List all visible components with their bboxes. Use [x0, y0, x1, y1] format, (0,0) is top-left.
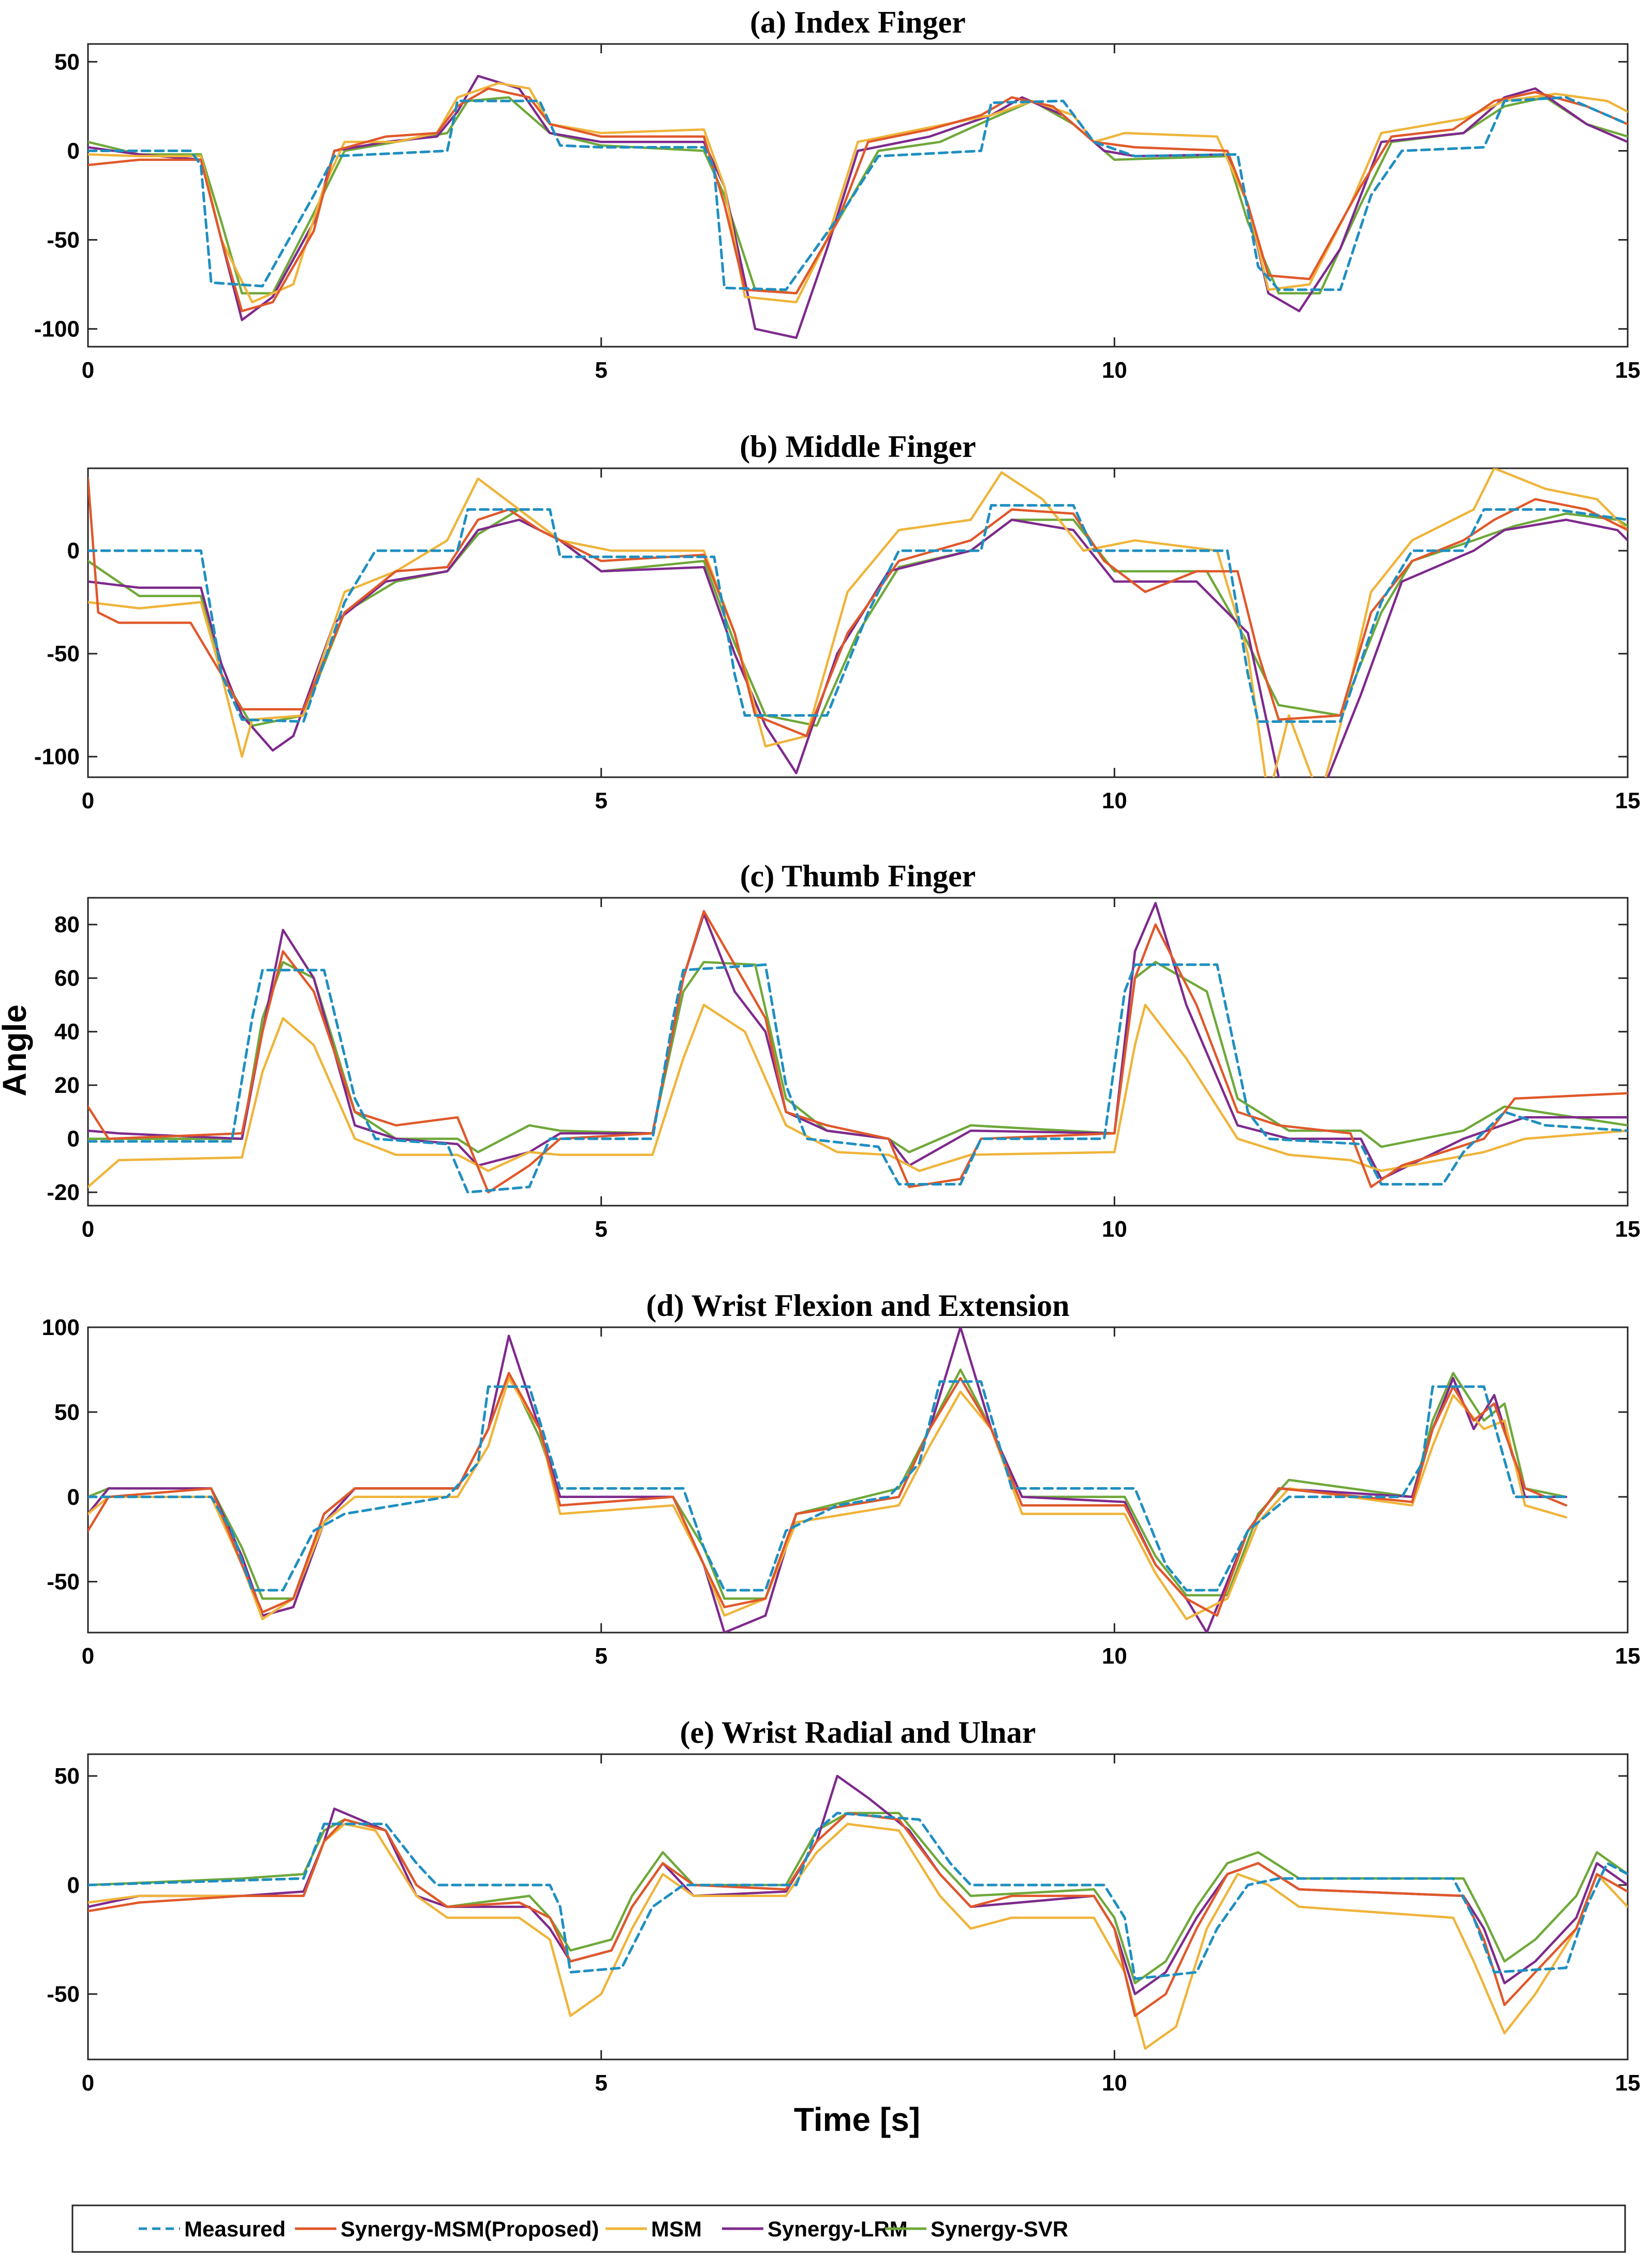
y-tick-label: -100 [34, 317, 80, 342]
legend-label: MSM [651, 2217, 702, 2241]
panel-2: (b) Middle Finger 0 5 10 15 -100 -50 0 [34, 429, 1641, 813]
x-tick-label: 15 [1615, 1643, 1641, 1669]
legend-label: Synergy-MSM(Proposed) [341, 2217, 599, 2241]
legend: Measured Synergy-MSM(Proposed) MSM Synergy-… [71, 2204, 1626, 2253]
y-tick-label: -50 [47, 228, 80, 253]
y-tick-label: 0 [67, 538, 80, 564]
y-tick-label: -50 [47, 641, 80, 666]
series-line-msm [88, 1377, 1568, 1621]
x-tick-label: 5 [595, 358, 607, 383]
y-tick-label: 100 [42, 1315, 80, 1340]
axes-box [87, 467, 1629, 778]
x-tick-label: 10 [1102, 2070, 1127, 2096]
y-tick-label: 50 [54, 1763, 80, 1789]
x-tick-label: 0 [82, 788, 94, 813]
panel-title: (a) Index Finger [750, 5, 966, 39]
panel-4: (d) Wrist Flexion and Extension 0 5 10 15 -50… [42, 1288, 1641, 1669]
x-axis-label: Time [s] [794, 2101, 920, 2138]
y-tick-label: 50 [54, 49, 80, 75]
y-tick-label: 0 [67, 1126, 80, 1152]
series-line-synergy-svr [88, 96, 1628, 295]
y-tick-label: 80 [54, 912, 80, 938]
series-line-synergy-msm-proposed [88, 477, 1628, 737]
series-line-synergy-lrm [88, 518, 1628, 777]
series-line-synergy-msm-proposed [88, 87, 1628, 313]
panel-1: (a) Index Finger 0 5 10 15 -100 -50 0 50 [34, 5, 1641, 383]
legend-label: Measured [184, 2217, 286, 2241]
y-tick-label: 0 [67, 1485, 80, 1510]
panel-title: (d) Wrist Flexion and Extension [646, 1288, 1070, 1323]
panel-5: (e) Wrist Radial and Ulnar 0 5 10 15 -50 0 50 [47, 1715, 1640, 2096]
x-tick-label: 10 [1102, 1217, 1127, 1242]
x-tick-label: 5 [595, 788, 607, 813]
y-axis-label: Angle [0, 1004, 33, 1096]
x-tick-label: 0 [82, 358, 94, 383]
x-tick-label: 0 [82, 1643, 94, 1669]
series-line-measured [88, 1380, 1568, 1592]
x-tick-label: 15 [1615, 2070, 1641, 2096]
series-line-synergy-lrm [88, 1774, 1628, 1995]
legend-label: Synergy-LRM [768, 2217, 908, 2241]
series-line-msm [88, 82, 1628, 304]
legend-label: Synergy-SVR [931, 2217, 1068, 2241]
y-tick-label: -100 [34, 744, 80, 769]
x-tick-label: 10 [1102, 788, 1127, 813]
y-tick-label: 50 [54, 1400, 80, 1425]
series-line-measured [88, 963, 1628, 1194]
axes-box [87, 1753, 1629, 2061]
series-line-synergy-lrm [88, 902, 1628, 1180]
series-line-measured [88, 1812, 1628, 1980]
series-line-msm [88, 1003, 1628, 1189]
y-tick-label: -20 [47, 1180, 80, 1205]
x-tick-label: 15 [1615, 788, 1641, 813]
x-tick-label: 5 [595, 2070, 607, 2096]
axes-box [87, 1326, 1629, 1634]
axes-box [87, 43, 1629, 348]
y-tick-label: 20 [54, 1073, 80, 1098]
y-tick-label: 40 [54, 1019, 80, 1045]
axes-box [87, 897, 1629, 1207]
y-tick-label: 0 [67, 138, 80, 164]
panel-title: (e) Wrist Radial and Ulnar [680, 1715, 1036, 1750]
series-line-synergy-lrm [88, 1327, 1568, 1633]
series-line-synergy-msm-proposed [88, 910, 1628, 1194]
x-tick-label: 5 [595, 1217, 607, 1242]
x-tick-label: 5 [595, 1643, 607, 1669]
x-tick-label: 0 [82, 1217, 94, 1242]
panel-title: (b) Middle Finger [740, 429, 976, 464]
series-line-measured [88, 504, 1628, 723]
x-tick-label: 15 [1615, 1217, 1641, 1242]
x-tick-label: 0 [82, 2070, 94, 2096]
y-tick-label: -50 [47, 1569, 80, 1595]
series-line-msm [88, 1822, 1628, 2050]
series-line-measured [88, 96, 1628, 291]
series-line-synergy-msm-proposed [88, 1372, 1568, 1617]
y-tick-label: 60 [54, 966, 80, 991]
x-tick-label: 15 [1615, 358, 1641, 383]
x-tick-label: 10 [1102, 1643, 1127, 1669]
x-tick-label: 10 [1102, 358, 1127, 383]
y-tick-label: -50 [47, 1982, 80, 2007]
panel-title: (c) Thumb Finger [740, 859, 976, 893]
y-tick-label: 0 [67, 1873, 80, 1898]
